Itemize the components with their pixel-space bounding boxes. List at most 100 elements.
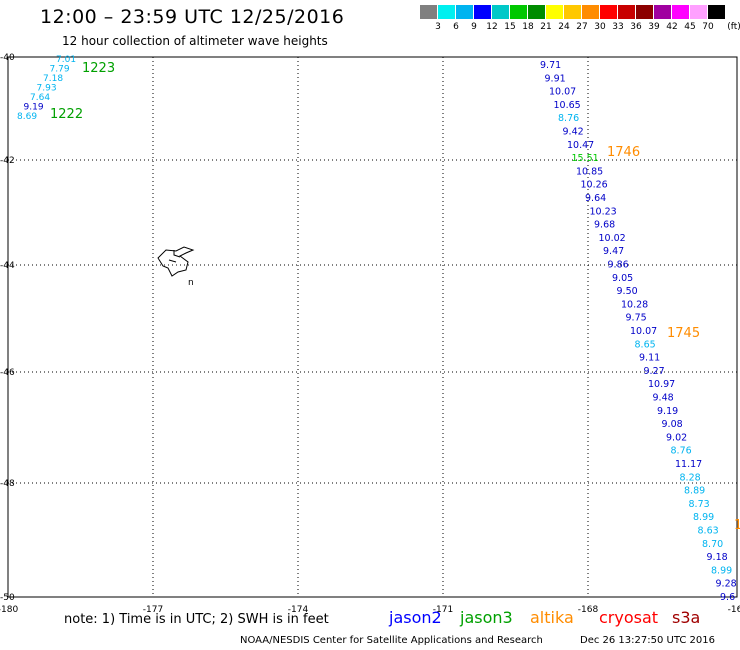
legend-label: 3 — [435, 22, 441, 32]
map-subtitle: 12 hour collection of altimeter wave hei… — [62, 34, 328, 48]
longitude-tick-label: -16 — [728, 605, 740, 615]
footer-timestamp: Dec 26 13:27:50 UTC 2016 — [580, 635, 715, 646]
longitude-tick-label: -171 — [433, 605, 453, 615]
legend-label: 30 — [594, 22, 606, 32]
latitude-tick-label: -42 — [0, 156, 15, 166]
map-title: 12:00 – 23:59 UTC 12/25/2016 — [40, 6, 345, 28]
wave-height-reading: 10.07 — [549, 87, 576, 98]
legend-swatch — [438, 5, 455, 19]
wave-height-reading: 10.26 — [581, 180, 608, 191]
wave-height-reading: 10.85 — [576, 166, 603, 177]
legend-swatch — [708, 5, 725, 19]
wave-height-reading: 8.99 — [693, 512, 714, 523]
wave-height-reading: 7.93 — [37, 84, 57, 94]
legend-swatch — [474, 5, 491, 19]
wave-height-reading: 9.48 — [653, 393, 674, 404]
wave-height-reading: 7.18 — [43, 74, 63, 84]
legend-unit: (ft) — [727, 22, 740, 32]
legend-label: 36 — [630, 22, 642, 32]
legend-swatch — [690, 5, 707, 19]
legend-label: 27 — [576, 22, 588, 32]
wave-height-reading: 8.76 — [671, 446, 692, 457]
legend-swatch — [492, 5, 509, 19]
wave-height-reading: 9.19 — [24, 103, 44, 113]
longitude-tick-label: -174 — [288, 605, 309, 615]
track-time-label: 1745 — [667, 326, 700, 341]
wave-height-reading: 10.02 — [599, 233, 626, 244]
footer-note: note: 1) Time is in UTC; 2) SWH is in fe… — [64, 612, 329, 627]
satellite-name-s3a: s3a — [672, 608, 701, 627]
wave-height-reading: 9.75 — [626, 313, 647, 324]
legend-label: 70 — [702, 22, 714, 32]
satellite-name-altika: altika — [530, 608, 574, 627]
wave-height-reading: 9.18 — [707, 552, 728, 563]
longitude-tick-label: -168 — [578, 605, 599, 615]
latitude-tick-label: -48 — [0, 479, 15, 489]
legend-label: 9 — [471, 22, 477, 32]
wave-height-reading: 7.64 — [30, 93, 50, 103]
legend-swatch — [420, 5, 437, 19]
legend-swatch — [546, 5, 563, 19]
track-time-label: 1 — [734, 518, 740, 533]
wave-height-reading: 7.01 — [56, 55, 76, 65]
legend-label: 24 — [558, 22, 570, 32]
legend-label: 42 — [666, 22, 678, 32]
wave-height-reading: 15.51 — [572, 153, 599, 164]
wave-height-reading: 9.6 — [720, 592, 735, 603]
map-grid — [8, 57, 737, 597]
wave-height-reading: 10.97 — [648, 379, 675, 390]
legend-swatch — [510, 5, 527, 19]
legend-label: 39 — [648, 22, 660, 32]
legend-swatch — [582, 5, 599, 19]
legend-swatch — [654, 5, 671, 19]
latitude-tick-label: -44 — [0, 261, 15, 271]
wave-height-reading: 8.76 — [558, 113, 579, 124]
wave-height-reading: 10.07 — [630, 326, 657, 337]
map-frame — [7, 56, 738, 598]
axis-tick-labels: -180 -177 -174 -171 -168 -16 -40 -42 -44 -46 -48 -5… — [0, 53, 740, 615]
track-time-label: 1746 — [607, 145, 640, 160]
wave-height-reading: 9.08 — [662, 419, 683, 430]
latitude-tick-label: -50 — [0, 593, 15, 603]
wave-height-reading: 9.47 — [603, 246, 624, 257]
latitude-tick-label: -40 — [0, 53, 15, 63]
chatham-islands-outline: n — [157, 246, 195, 288]
wave-height-reading: 9.02 — [666, 432, 687, 443]
wave-height-reading: 8.89 — [684, 486, 705, 497]
satellite-name-jason3: jason3 — [460, 608, 513, 627]
legend-swatch — [636, 5, 653, 19]
legend-label: 45 — [684, 22, 696, 32]
legend-swatch — [456, 5, 473, 19]
wave-height-reading: 9.71 — [540, 60, 561, 71]
satellite-name-jason2: jason2 — [389, 608, 442, 627]
wave-height-reading: 9.19 — [657, 406, 678, 417]
wave-height-reading: 9.50 — [617, 286, 638, 297]
legend-label: 6 — [453, 22, 459, 32]
wave-height-reading: 9.86 — [608, 260, 629, 271]
legend-swatch — [564, 5, 581, 19]
legend-label: 12 — [486, 22, 498, 32]
legend-label: 33 — [612, 22, 624, 32]
wave-height-reading: 11.17 — [675, 459, 702, 470]
longitude-tick-label: -180 — [0, 605, 18, 615]
wave-height-reading: 7.79 — [50, 65, 70, 75]
legend-label: 18 — [522, 22, 534, 32]
wave-height-reading: 9.28 — [716, 579, 737, 590]
island-label: n — [188, 278, 194, 288]
wave-height-reading: 9.11 — [639, 353, 660, 364]
legend-swatch — [600, 5, 617, 19]
wave-height-reading: 9.64 — [585, 193, 606, 204]
wave-height-reading: 8.70 — [702, 539, 723, 550]
wave-height-reading: 8.28 — [680, 472, 701, 483]
latitude-tick-label: -46 — [0, 368, 15, 378]
legend-swatch — [618, 5, 635, 19]
wave-height-reading: 10.65 — [554, 100, 581, 111]
wave-height-reading: 9.68 — [594, 220, 615, 231]
wave-height-reading: 8.73 — [689, 499, 710, 510]
satellite-name-cryosat: cryosat — [599, 608, 659, 627]
wave-height-reading: 8.63 — [698, 526, 719, 537]
longitude-tick-label: -177 — [143, 605, 163, 615]
wave-height-reading: 10.28 — [621, 299, 648, 310]
altimeter-tracks: 7.017.797.187.937.649.198.69122312229.71… — [17, 55, 740, 603]
